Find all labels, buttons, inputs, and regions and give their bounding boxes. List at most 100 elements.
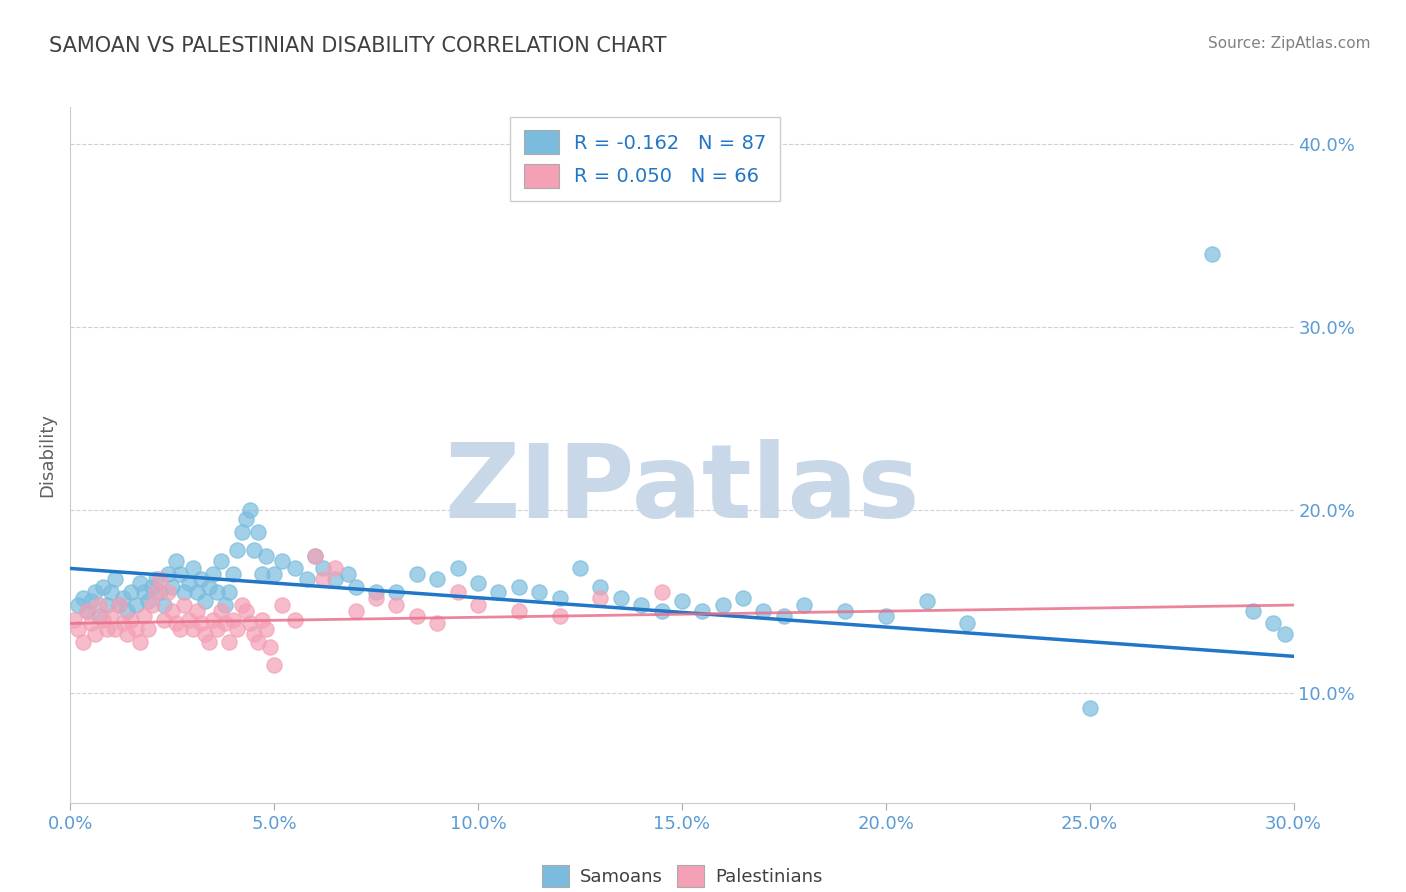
Point xyxy=(263,566,285,581)
Point xyxy=(190,573,212,587)
Point xyxy=(121,613,143,627)
Point xyxy=(226,543,249,558)
Legend: Samoans, Palestinians: Samoans, Palestinians xyxy=(531,855,832,892)
Point xyxy=(124,598,146,612)
Text: SAMOAN VS PALESTINIAN DISABILITY CORRELATION CHART: SAMOAN VS PALESTINIAN DISABILITY CORRELA… xyxy=(49,36,666,55)
Point xyxy=(162,603,183,617)
Point xyxy=(568,561,592,575)
Point xyxy=(96,622,118,636)
Point xyxy=(218,585,240,599)
Point xyxy=(153,613,176,627)
Point xyxy=(235,603,257,617)
Point xyxy=(271,598,294,612)
Point xyxy=(76,603,98,617)
Point xyxy=(284,561,307,575)
Y-axis label: Disability: Disability xyxy=(38,413,56,497)
Point xyxy=(63,613,86,627)
Point xyxy=(194,594,217,608)
Point xyxy=(447,561,470,575)
Point xyxy=(186,585,208,599)
Point xyxy=(231,598,253,612)
Point xyxy=(112,616,135,631)
Point xyxy=(186,603,208,617)
Point xyxy=(246,524,269,539)
Point xyxy=(304,549,326,563)
Point xyxy=(956,616,979,631)
Point xyxy=(1201,246,1223,260)
Point xyxy=(145,585,167,599)
Point xyxy=(834,603,856,617)
Text: Source: ZipAtlas.com: Source: ZipAtlas.com xyxy=(1208,36,1371,51)
Point xyxy=(145,573,167,587)
Point xyxy=(239,616,262,631)
Point xyxy=(79,594,103,608)
Point xyxy=(194,627,217,641)
Point xyxy=(1274,627,1296,641)
Point xyxy=(100,585,122,599)
Point xyxy=(1261,616,1284,631)
Point xyxy=(222,566,245,581)
Point xyxy=(91,613,114,627)
Point xyxy=(141,598,163,612)
Point xyxy=(177,576,200,591)
Point xyxy=(173,598,195,612)
Point xyxy=(385,585,408,599)
Point xyxy=(87,609,110,624)
Point xyxy=(589,580,612,594)
Point xyxy=(312,561,335,575)
Point xyxy=(177,613,200,627)
Point xyxy=(529,585,551,599)
Point xyxy=(108,598,131,612)
Point xyxy=(190,616,212,631)
Point xyxy=(67,622,90,636)
Point xyxy=(610,591,633,605)
Point xyxy=(426,573,449,587)
Point xyxy=(222,613,245,627)
Point xyxy=(1078,700,1101,714)
Point xyxy=(671,594,693,608)
Point xyxy=(406,566,429,581)
Point xyxy=(198,634,221,648)
Point xyxy=(198,580,221,594)
Point xyxy=(83,585,105,599)
Point xyxy=(366,585,388,599)
Point xyxy=(650,603,672,617)
Point xyxy=(173,585,195,599)
Point xyxy=(263,658,285,673)
Point xyxy=(304,549,326,563)
Point xyxy=(239,503,262,517)
Point xyxy=(323,561,347,575)
Point xyxy=(136,622,159,636)
Point xyxy=(243,543,266,558)
Point xyxy=(124,622,146,636)
Point xyxy=(406,609,429,624)
Point xyxy=(246,634,269,648)
Point xyxy=(773,609,796,624)
Point xyxy=(205,622,228,636)
Point xyxy=(128,576,150,591)
Point xyxy=(793,598,815,612)
Point xyxy=(149,573,172,587)
Point xyxy=(271,554,294,568)
Point xyxy=(153,598,176,612)
Point xyxy=(385,598,408,612)
Point xyxy=(181,561,204,575)
Point xyxy=(72,634,94,648)
Point xyxy=(1241,603,1264,617)
Point xyxy=(548,609,571,624)
Point xyxy=(205,585,228,599)
Point xyxy=(426,616,449,631)
Point xyxy=(323,573,347,587)
Point xyxy=(104,573,127,587)
Point xyxy=(181,622,204,636)
Point xyxy=(915,594,938,608)
Point xyxy=(336,566,359,581)
Point xyxy=(132,609,155,624)
Point xyxy=(488,585,510,599)
Point xyxy=(312,573,335,587)
Point xyxy=(231,524,253,539)
Point xyxy=(548,591,571,605)
Point xyxy=(72,591,94,605)
Point xyxy=(226,622,249,636)
Point xyxy=(218,634,240,648)
